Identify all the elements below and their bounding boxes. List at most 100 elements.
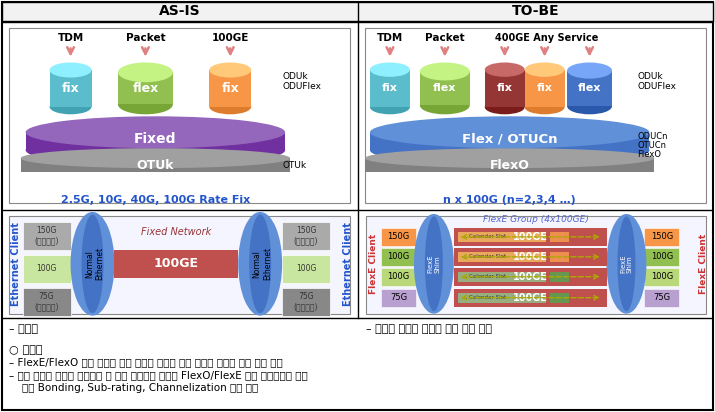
- Text: 100GE: 100GE: [513, 272, 548, 282]
- Bar: [282, 222, 330, 250]
- Ellipse shape: [21, 148, 290, 168]
- Bar: [551, 232, 568, 242]
- Text: AS-IS: AS-IS: [159, 4, 200, 18]
- Bar: [644, 228, 679, 246]
- Ellipse shape: [525, 100, 565, 114]
- Ellipse shape: [209, 99, 251, 114]
- Bar: [23, 222, 71, 250]
- Text: 150G
(수용불가): 150G (수용불가): [34, 226, 59, 246]
- Ellipse shape: [49, 63, 92, 77]
- Bar: [485, 70, 525, 107]
- Text: FlexO: FlexO: [638, 150, 661, 159]
- Bar: [454, 268, 606, 286]
- Bar: [454, 228, 606, 246]
- Text: 75G
(수용불가): 75G (수용불가): [34, 292, 59, 311]
- Bar: [21, 158, 290, 172]
- Bar: [458, 232, 546, 242]
- Bar: [458, 272, 546, 282]
- Text: FlexE Group (4x100GE): FlexE Group (4x100GE): [483, 215, 589, 225]
- Text: Fixed: Fixed: [134, 132, 177, 146]
- Ellipse shape: [425, 216, 443, 311]
- Text: ODUCn: ODUCn: [638, 132, 668, 141]
- Text: 150G: 150G: [388, 232, 410, 241]
- Text: – 서비스 무중단 대역폭 가변 기능 제공: – 서비스 무중단 대역폭 가변 기능 제공: [366, 323, 492, 334]
- Bar: [644, 248, 679, 266]
- Ellipse shape: [21, 162, 290, 182]
- Ellipse shape: [485, 100, 525, 114]
- Text: TO-BE: TO-BE: [513, 4, 560, 18]
- Bar: [118, 73, 173, 105]
- Text: 같이 Bonding, Sub-rating, Channelization 기능 제공: 같이 Bonding, Sub-rating, Channelization 기…: [9, 384, 258, 393]
- Text: OTUk: OTUk: [137, 159, 174, 172]
- Ellipse shape: [370, 63, 410, 77]
- Ellipse shape: [567, 98, 612, 114]
- Bar: [370, 70, 410, 107]
- Text: fix: fix: [497, 83, 513, 94]
- Text: fix: fix: [222, 82, 239, 95]
- Bar: [454, 248, 606, 266]
- Bar: [26, 132, 285, 150]
- Text: ... Calendar Slot: ... Calendar Slot: [462, 295, 506, 300]
- Text: TDM: TDM: [377, 33, 403, 42]
- Bar: [282, 255, 330, 283]
- Text: OTUk: OTUk: [282, 161, 306, 170]
- Text: 100GE: 100GE: [154, 258, 199, 270]
- Text: Packet: Packet: [126, 33, 165, 42]
- Text: ODUFlex: ODUFlex: [282, 82, 321, 91]
- Ellipse shape: [618, 216, 636, 311]
- Ellipse shape: [485, 63, 525, 77]
- Ellipse shape: [420, 96, 470, 114]
- Text: Fixed Network: Fixed Network: [142, 227, 212, 237]
- Text: ODUk: ODUk: [282, 73, 307, 82]
- Ellipse shape: [118, 63, 173, 82]
- Ellipse shape: [82, 215, 104, 313]
- Text: 100GE: 100GE: [513, 232, 548, 242]
- Text: n x 100G (n=2,3,4 …): n x 100G (n=2,3,4 …): [443, 195, 576, 205]
- Bar: [525, 70, 565, 107]
- Text: 100G: 100G: [36, 264, 56, 273]
- Text: Normal
Ethernet: Normal Ethernet: [252, 247, 272, 281]
- Text: 400GE Any Service: 400GE Any Service: [495, 33, 598, 42]
- Bar: [49, 70, 92, 107]
- Ellipse shape: [26, 134, 285, 166]
- Text: ODUk: ODUk: [638, 73, 663, 82]
- Text: Ethernet Client: Ethernet Client: [11, 222, 21, 306]
- Text: ○ 우수성: ○ 우수성: [9, 344, 42, 355]
- Ellipse shape: [71, 212, 114, 316]
- Text: Flex / OTUCn: Flex / OTUCn: [462, 133, 558, 146]
- Text: 100G: 100G: [388, 252, 410, 261]
- Text: FlexE
Shim: FlexE Shim: [428, 255, 440, 273]
- Bar: [9, 28, 350, 203]
- Text: 75G: 75G: [390, 293, 407, 302]
- Text: FlexO: FlexO: [490, 159, 530, 172]
- Text: 2.5G, 10G, 40G, 100G Rate Fix: 2.5G, 10G, 40G, 100G Rate Fix: [61, 195, 250, 205]
- Text: flex: flex: [132, 82, 159, 95]
- Ellipse shape: [118, 95, 173, 114]
- Text: 150G: 150G: [651, 232, 673, 241]
- Text: FlexE
Shim: FlexE Shim: [620, 255, 633, 273]
- Bar: [209, 70, 251, 107]
- Ellipse shape: [49, 99, 92, 114]
- Ellipse shape: [370, 134, 649, 166]
- Bar: [9, 216, 350, 314]
- Bar: [644, 268, 679, 286]
- Text: 100GE: 100GE: [513, 293, 548, 303]
- Ellipse shape: [365, 162, 654, 182]
- Ellipse shape: [250, 215, 271, 313]
- Bar: [365, 158, 654, 172]
- Bar: [551, 293, 568, 303]
- Bar: [1, 2, 714, 21]
- Bar: [381, 248, 416, 266]
- Bar: [551, 252, 568, 262]
- Text: TDM: TDM: [57, 33, 84, 42]
- Bar: [458, 293, 546, 303]
- Text: FlexE Client: FlexE Client: [699, 234, 708, 294]
- Bar: [381, 268, 416, 286]
- Bar: [381, 228, 416, 246]
- Bar: [23, 255, 71, 283]
- Ellipse shape: [525, 63, 565, 77]
- Ellipse shape: [370, 100, 410, 114]
- Bar: [365, 28, 706, 203]
- Text: Normal
Ethernet: Normal Ethernet: [85, 247, 104, 281]
- Text: Ethernet Client: Ethernet Client: [343, 222, 353, 306]
